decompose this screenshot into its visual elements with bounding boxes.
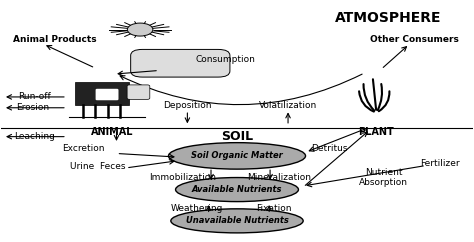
Text: ATMOSPHERE: ATMOSPHERE <box>335 11 441 24</box>
Text: PLANT: PLANT <box>358 127 394 137</box>
Text: Consumption: Consumption <box>195 55 255 64</box>
Text: Volatilization: Volatilization <box>259 101 317 110</box>
FancyBboxPatch shape <box>131 49 230 77</box>
Text: Deposition: Deposition <box>163 101 211 110</box>
Ellipse shape <box>171 209 303 233</box>
Text: SOIL: SOIL <box>221 130 253 143</box>
Text: Excretion: Excretion <box>62 144 105 153</box>
Text: Mineralization: Mineralization <box>247 173 311 182</box>
Text: Fertilizer: Fertilizer <box>420 159 460 168</box>
Text: Nutrient
Absorption: Nutrient Absorption <box>359 168 408 187</box>
Ellipse shape <box>175 178 299 202</box>
Text: ANIMAL: ANIMAL <box>91 127 133 137</box>
Text: Animal Products: Animal Products <box>13 35 97 44</box>
Text: Other Consumers: Other Consumers <box>370 35 459 44</box>
Ellipse shape <box>168 143 306 169</box>
Text: Immobilization: Immobilization <box>149 173 216 182</box>
FancyBboxPatch shape <box>127 85 150 99</box>
Circle shape <box>128 23 153 36</box>
Text: Available Nutrients: Available Nutrients <box>192 185 282 194</box>
Text: Unavailable Nutrients: Unavailable Nutrients <box>185 216 289 225</box>
Text: Weathering: Weathering <box>171 204 223 213</box>
Text: Fixation: Fixation <box>256 204 292 213</box>
FancyBboxPatch shape <box>75 82 129 105</box>
Text: Soil Organic Matter: Soil Organic Matter <box>191 151 283 160</box>
Text: Erosion: Erosion <box>16 103 49 112</box>
Text: Run-off: Run-off <box>18 92 51 101</box>
Text: Leaching: Leaching <box>14 132 55 141</box>
Text: Detritus: Detritus <box>311 144 347 153</box>
FancyBboxPatch shape <box>95 89 119 100</box>
Text: Urine  Feces: Urine Feces <box>70 162 125 171</box>
